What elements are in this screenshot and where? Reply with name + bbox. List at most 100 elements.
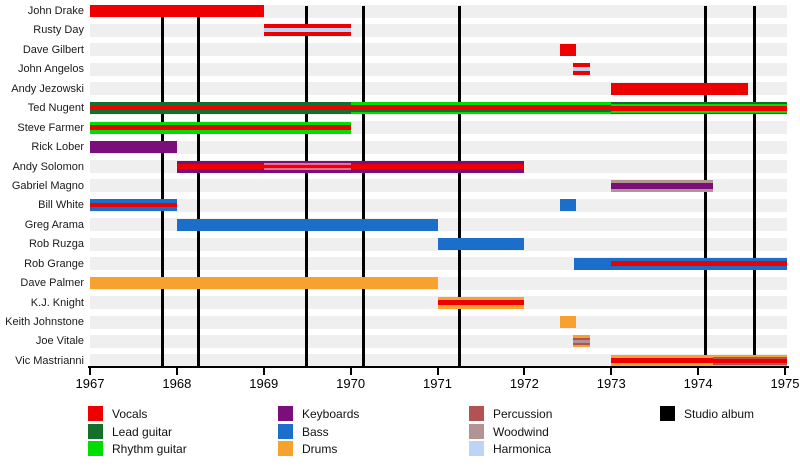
role-stripe-percussion: [573, 337, 591, 340]
role-stripe-vocals: [90, 106, 351, 111]
row-band-rusty-day: [90, 23, 787, 37]
role-stripe-drums: [712, 364, 787, 367]
year-tick-1971: [436, 368, 439, 375]
legend-swatch-studio-album: [660, 406, 675, 421]
role-stripe-bass: [611, 257, 787, 262]
role-stripe-bass: [611, 266, 787, 270]
year-label-1974: 1974: [683, 376, 713, 391]
role-stripe-harmonica: [573, 67, 591, 72]
role-stripe-woodwind: [611, 188, 713, 192]
role-stripe-drums: [611, 354, 713, 359]
role-stripe-percussion: [573, 342, 591, 345]
legend-swatch-keyboards: [278, 406, 293, 421]
legend-swatch-rhythm-guitar: [88, 441, 103, 457]
legend-label-lead-guitar: Lead guitar: [112, 424, 173, 439]
tenure-bar-rob-grange-seg2: [611, 257, 787, 270]
tenure-bar-rob-grange-seg1: [573, 257, 612, 270]
role-stripe-drums: [437, 305, 525, 309]
role-stripe-rhythm-guitar: [611, 103, 787, 106]
year-label-1975: 1975: [770, 376, 800, 391]
row-band-keith-johnstone: [90, 315, 787, 329]
role-stripe-lead-guitar: [90, 110, 351, 115]
tenure-bar-bill-white-seg2: [559, 199, 576, 212]
role-stripe-harmonica: [263, 28, 351, 33]
role-stripe-vocals: [559, 43, 576, 56]
year-label-1973: 1973: [596, 376, 626, 391]
role-stripe-vocals: [263, 164, 351, 169]
tenure-bar-vic-mastrianni-seg1: [611, 354, 713, 367]
legend-item-percussion: Percussion: [469, 406, 649, 422]
legend-swatch-percussion: [469, 406, 484, 421]
year-tick-1973: [610, 368, 613, 375]
role-stripe-rhythm-guitar: [350, 111, 612, 115]
member-label-steve-farmer: Steve Farmer: [17, 121, 84, 134]
role-stripe-keyboards: [263, 170, 351, 173]
role-stripe-bass: [90, 199, 177, 204]
album-line-5: [457, 6, 461, 368]
legend-item-woodwind: Woodwind: [469, 423, 649, 440]
role-stripe-vocals: [437, 300, 525, 306]
tenure-bar-vic-mastrianni-seg2: [712, 354, 787, 367]
legend-label-keyboards: Keyboards: [302, 407, 360, 421]
member-label-rob-grange: Rob Grange: [24, 257, 84, 270]
role-stripe-keyboards: [176, 160, 264, 165]
member-label-john-drake: John Drake: [27, 5, 84, 17]
legend-swatch-bass: [278, 423, 293, 439]
year-label-1970: 1970: [336, 376, 366, 391]
role-stripe-drums: [712, 354, 787, 357]
member-label-gabriel-magno: Gabriel Magno: [11, 179, 84, 192]
member-label-dave-gilbert: Dave Gilbert: [22, 43, 84, 56]
tenure-bar-bill-white-seg1: [90, 199, 177, 212]
tenure-bar-rick-lober-seg1: [90, 141, 177, 154]
role-stripe-keyboards: [611, 182, 713, 189]
role-stripe-bass: [90, 207, 177, 212]
legend-item-keyboards: Keyboards: [278, 406, 458, 422]
year-tick-1974: [697, 368, 700, 375]
member-label-john-angelos: John Angelos: [17, 63, 84, 76]
year-tick-1975: [784, 368, 786, 375]
album-line-3: [304, 6, 308, 368]
member-label-rob-ruzga: Rob Ruzga: [28, 238, 84, 251]
member-label-rick-lober: Rick Lober: [31, 141, 84, 154]
year-label-1969: 1969: [249, 376, 279, 391]
legend-label-woodwind: Woodwind: [493, 424, 549, 439]
role-stripe-lead-guitar: [350, 110, 612, 112]
legend-label-drums: Drums: [302, 442, 338, 457]
role-stripe-vocals: [90, 125, 351, 131]
role-stripe-bass: [176, 218, 438, 231]
role-stripe-vocals: [712, 358, 787, 363]
tenure-bar-greg-arama-seg1: [176, 218, 438, 231]
row-band-john-drake: [90, 4, 787, 18]
tenure-bar-rusty-day-seg1: [263, 24, 351, 37]
role-stripe-rhythm-guitar: [90, 121, 351, 126]
member-label-greg-arama: Greg Arama: [24, 218, 84, 231]
tenure-bar-ted-nugent-seg1: [90, 102, 351, 115]
role-stripe-percussion: [712, 362, 787, 365]
role-stripe-vocals: [263, 32, 351, 37]
role-stripe-rhythm-guitar: [611, 110, 787, 113]
year-label-1968: 1968: [162, 376, 192, 391]
tenure-bar-k-j-knight-seg1: [437, 296, 525, 309]
role-stripe-keyboards: [350, 160, 525, 165]
year-label-1967: 1967: [75, 376, 105, 391]
legend-label-vocals: Vocals: [112, 407, 148, 421]
year-tick-1967: [89, 368, 91, 375]
tenure-bar-andy-solomon-seg1: [176, 160, 264, 173]
role-stripe-vocals: [611, 261, 787, 267]
role-stripe-keyboards: [263, 160, 351, 164]
year-tick-1968: [175, 368, 178, 375]
member-label-vic-mastrianni: Vic Mastrianni: [15, 354, 84, 367]
year-label-1972: 1972: [509, 376, 539, 391]
tenure-bar-john-angelos-seg1: [573, 63, 591, 76]
row-band-rick-lober: [90, 140, 787, 154]
role-stripe-vocals: [350, 106, 612, 111]
role-stripe-keyboards: [350, 169, 525, 173]
tenure-bar-steve-farmer-seg1: [90, 121, 351, 134]
role-stripe-vocals: [263, 24, 351, 29]
tenure-bar-andy-solomon-seg3: [350, 160, 525, 173]
role-stripe-vocals: [90, 203, 177, 208]
role-stripe-woodwind: [573, 339, 591, 343]
album-line-1: [160, 6, 164, 368]
year-tick-1970: [349, 368, 352, 375]
